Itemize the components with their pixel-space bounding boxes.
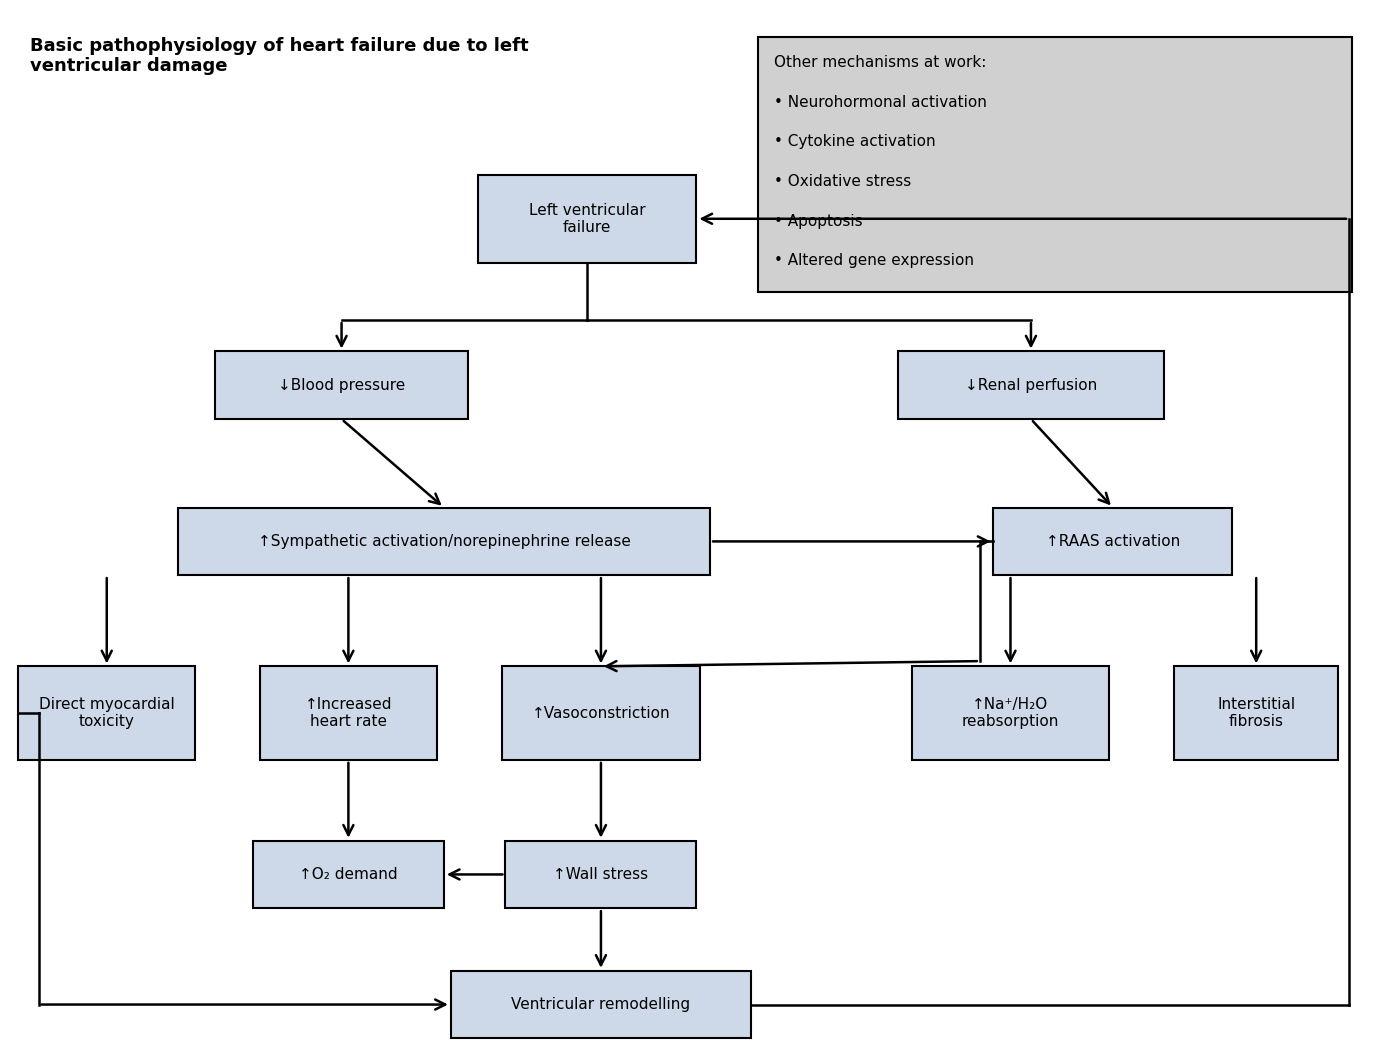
Text: ↑Na⁺/H₂O
reabsorption: ↑Na⁺/H₂O reabsorption [961, 697, 1059, 730]
Text: Other mechanisms at work:: Other mechanisms at work: [775, 55, 986, 70]
Text: • Neurohormonal activation: • Neurohormonal activation [775, 95, 988, 110]
FancyBboxPatch shape [758, 37, 1351, 292]
FancyBboxPatch shape [898, 352, 1165, 419]
Text: ↓Blood pressure: ↓Blood pressure [279, 378, 405, 393]
Text: Left ventricular
failure: Left ventricular failure [529, 203, 645, 235]
Text: Direct myocardial
toxicity: Direct myocardial toxicity [39, 697, 174, 730]
FancyBboxPatch shape [911, 666, 1109, 760]
Text: ↑O₂ demand: ↑O₂ demand [299, 867, 398, 881]
Text: • Apoptosis: • Apoptosis [775, 213, 862, 228]
FancyBboxPatch shape [216, 352, 468, 419]
FancyBboxPatch shape [259, 666, 437, 760]
FancyBboxPatch shape [254, 841, 444, 908]
FancyBboxPatch shape [501, 666, 699, 760]
Text: ↑Wall stress: ↑Wall stress [553, 867, 649, 881]
Text: Ventricular remodelling: Ventricular remodelling [511, 997, 691, 1012]
FancyBboxPatch shape [451, 971, 751, 1039]
Text: • Cytokine activation: • Cytokine activation [775, 135, 936, 150]
FancyBboxPatch shape [1174, 666, 1339, 760]
FancyBboxPatch shape [18, 666, 195, 760]
FancyBboxPatch shape [506, 841, 696, 908]
Text: ↑Increased
heart rate: ↑Increased heart rate [305, 697, 393, 730]
Text: ↑Sympathetic activation/norepinephrine release: ↑Sympathetic activation/norepinephrine r… [258, 534, 631, 549]
Text: ↑Vasoconstriction: ↑Vasoconstriction [532, 705, 670, 721]
Text: ↓Renal perfusion: ↓Renal perfusion [965, 378, 1098, 393]
FancyBboxPatch shape [993, 508, 1233, 576]
Text: • Altered gene expression: • Altered gene expression [775, 253, 974, 268]
Text: • Oxidative stress: • Oxidative stress [775, 174, 911, 189]
FancyBboxPatch shape [478, 174, 696, 263]
Text: Basic pathophysiology of heart failure due to left
ventricular damage: Basic pathophysiology of heart failure d… [31, 37, 529, 75]
Text: Interstitial
fibrosis: Interstitial fibrosis [1217, 697, 1295, 730]
Text: ↑RAAS activation: ↑RAAS activation [1046, 534, 1180, 549]
FancyBboxPatch shape [178, 508, 710, 576]
